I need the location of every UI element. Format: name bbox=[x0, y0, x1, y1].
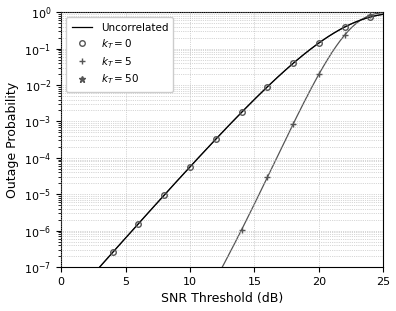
$k_T=5$ bbox=[291, 122, 295, 126]
Uncorrelated bbox=[251, 99, 255, 103]
$k_T=0$ bbox=[110, 250, 115, 254]
$k_T=5$ bbox=[213, 277, 218, 281]
$k_T=5$ bbox=[316, 72, 321, 76]
$k_T=0$ bbox=[162, 193, 167, 197]
Uncorrelated bbox=[214, 137, 219, 141]
$k_T=0$ bbox=[85, 279, 89, 283]
$k_T=5$ bbox=[368, 13, 373, 17]
$k_T=5$ bbox=[239, 228, 244, 232]
$k_T=0$ bbox=[239, 110, 244, 114]
$k_T=0$ bbox=[213, 137, 218, 141]
Uncorrelated bbox=[323, 37, 327, 40]
Legend: Uncorrelated, $k_T=0$, $k_T=5$, $k_T=50$: Uncorrelated, $k_T=0$, $k_T=5$, $k_T=50$ bbox=[67, 17, 173, 92]
Uncorrelated bbox=[59, 309, 63, 311]
Uncorrelated bbox=[373, 14, 378, 17]
$k_T=0$ bbox=[316, 41, 321, 45]
$k_T=5$ bbox=[342, 33, 347, 37]
Line: $k_T=0$: $k_T=0$ bbox=[58, 14, 373, 311]
Uncorrelated bbox=[381, 12, 386, 16]
$k_T=5$ bbox=[265, 175, 270, 179]
$k_T=0$ bbox=[342, 25, 347, 29]
$k_T=0$ bbox=[59, 309, 63, 311]
$k_T=0$ bbox=[136, 222, 141, 225]
Line: $k_T=5$: $k_T=5$ bbox=[58, 12, 374, 311]
$k_T=0$ bbox=[265, 85, 270, 89]
Y-axis label: Outage Probability: Outage Probability bbox=[6, 81, 19, 198]
Uncorrelated bbox=[212, 139, 217, 143]
$k_T=0$ bbox=[368, 15, 373, 19]
$k_T=0$ bbox=[188, 165, 192, 169]
Line: Uncorrelated: Uncorrelated bbox=[61, 14, 383, 310]
Uncorrelated bbox=[233, 117, 238, 120]
X-axis label: SNR Threshold (dB): SNR Threshold (dB) bbox=[161, 292, 284, 305]
$k_T=0$ bbox=[291, 62, 295, 65]
